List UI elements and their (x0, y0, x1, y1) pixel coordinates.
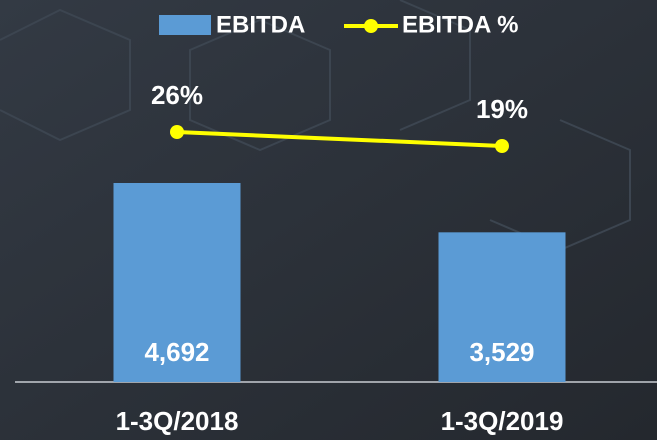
background-pattern (0, 0, 631, 252)
bar-value-label: 3,529 (469, 337, 534, 367)
line-point (170, 125, 184, 139)
legend-swatch (159, 15, 211, 35)
line-value-label: 26% (151, 80, 203, 110)
line-value-label: 19% (476, 94, 528, 124)
x-tick-label: 1-3Q/2019 (441, 406, 564, 436)
legend-label: EBITDA (216, 11, 305, 38)
line (176, 130, 503, 148)
x-tick-label: 1-3Q/2018 (116, 406, 239, 436)
bar (113, 183, 241, 382)
legend-label: EBITDA % (402, 11, 518, 38)
legend-swatch (364, 19, 378, 33)
bar (438, 232, 566, 382)
line-point (495, 139, 509, 153)
bar-value-label: 4,692 (144, 337, 209, 367)
